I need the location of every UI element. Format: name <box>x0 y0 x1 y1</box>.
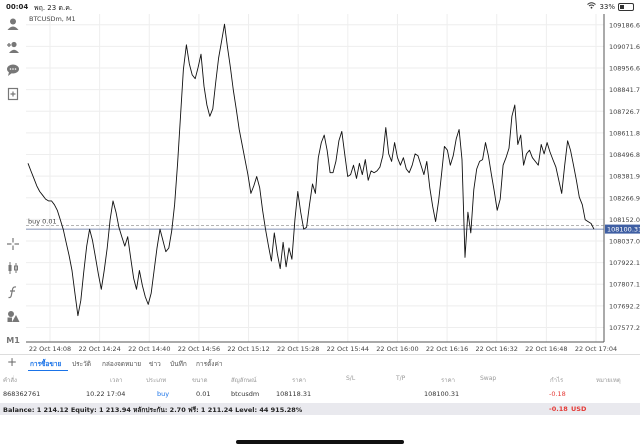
chart-toolbar: M1 <box>0 14 26 354</box>
tab-settings[interactable]: การตั้งค่า <box>196 360 223 368</box>
header-tp: T/P <box>396 375 406 382</box>
y-tick-label: 108496.85 <box>609 151 640 159</box>
function-icon[interactable] <box>5 284 21 300</box>
x-tick-label: 22 Oct 16:00 <box>376 345 418 353</box>
header-price: ราคา <box>292 377 306 384</box>
order-time: 10.22 17:04 <box>86 390 126 398</box>
timeframe-button[interactable]: M1 <box>6 335 20 345</box>
add-icon[interactable]: + <box>7 355 18 369</box>
x-tick-label: 22 Oct 14:56 <box>178 345 220 353</box>
wifi-icon <box>587 2 597 11</box>
home-indicator[interactable] <box>236 440 404 444</box>
chat-icon[interactable] <box>5 62 21 78</box>
header-sl: S/L <box>346 375 356 382</box>
status-date: พฤ. 23 ต.ค. <box>34 4 73 12</box>
x-tick-label: 22 Oct 15:12 <box>227 345 269 353</box>
header-profit: กำไร <box>550 377 564 384</box>
add-account-icon[interactable] <box>5 39 21 55</box>
y-tick-label: 108152.00 <box>609 216 640 224</box>
order-profit: -0.18 <box>549 390 566 398</box>
chart-symbol-label: BTCUSDm, M1 <box>29 15 76 23</box>
y-tick-label: 108956.65 <box>609 65 640 73</box>
objects-icon[interactable] <box>5 308 21 324</box>
x-tick-label: 22 Oct 16:48 <box>525 345 567 353</box>
person-icon[interactable] <box>5 16 21 32</box>
account-summary: Balance: 1 214.12 Equity: 1 213.94 หลักป… <box>0 403 640 415</box>
active-tab-indicator <box>28 370 68 371</box>
total-profit: -0.18 <box>549 405 568 413</box>
status-bar: 00:04 พฤ. 23 ต.ค. 33% <box>0 0 640 14</box>
y-tick-label: 107807.15 <box>609 281 640 289</box>
header-time: เวลา <box>110 377 123 384</box>
y-tick-label: 107577.25 <box>609 324 640 332</box>
order-current-price: 108100.31 <box>424 390 460 398</box>
orders-table-header: คำสั่ง เวลา ประเภท ขนาด สัญลักษณ์ ราคา S… <box>0 373 640 384</box>
y-tick-label: 107692.20 <box>609 302 640 310</box>
order-type: buy <box>157 390 170 398</box>
current-price-label: 108100.31 <box>607 226 640 234</box>
y-tick-label: 108611.80 <box>609 129 640 137</box>
x-tick-label: 22 Oct 16:32 <box>476 345 518 353</box>
header-swap: Swap <box>480 375 497 382</box>
battery-percent: 33% <box>599 2 615 11</box>
tab-journal[interactable]: บันทึก <box>170 360 187 368</box>
y-tick-label: 108841.70 <box>609 86 640 94</box>
battery-fill <box>620 4 624 9</box>
x-tick-label: 22 Oct 14:40 <box>128 345 170 353</box>
x-tick-label: 22 Oct 14:24 <box>78 345 120 353</box>
x-tick-label: 22 Oct 14:08 <box>29 345 71 353</box>
y-tick-label: 108726.75 <box>609 108 640 116</box>
order-symbol: btcusdm <box>231 390 260 398</box>
header-symbol: สัญลักษณ์ <box>231 377 257 384</box>
x-tick-label: 22 Oct 16:16 <box>426 345 468 353</box>
tab-mailbox[interactable]: กล่องจดหมาย <box>102 360 142 368</box>
header-order: คำสั่ง <box>3 377 17 384</box>
new-document-icon[interactable] <box>5 86 21 102</box>
header-type: ประเภท <box>146 377 167 384</box>
y-tick-label: 108381.90 <box>609 173 640 181</box>
x-tick-label: 22 Oct 15:44 <box>327 345 369 353</box>
tab-history[interactable]: ประวัติ <box>72 360 91 368</box>
order-open-price: 108118.31 <box>276 390 312 398</box>
order-volume: 0.01 <box>196 390 211 398</box>
y-tick-label: 108266.95 <box>609 194 640 202</box>
battery-icon <box>618 2 634 11</box>
crosshair-icon[interactable] <box>5 236 21 252</box>
tab-news[interactable]: ข่าว <box>149 360 161 368</box>
y-tick-label: 107922.10 <box>609 259 640 267</box>
y-tick-label: 109071.60 <box>609 43 640 51</box>
current-price-tag <box>605 224 640 234</box>
order-line-label: buy 0.01 <box>28 218 57 226</box>
tab-trade[interactable]: การซื้อขาย <box>30 360 62 368</box>
y-tick-label: 108037.05 <box>609 237 640 245</box>
header-comment: หมายเหตุ <box>596 377 621 384</box>
order-ticket: 868362761 <box>3 390 41 398</box>
header-current-price: ราคา <box>441 377 455 384</box>
table-row[interactable]: 868362761 10.22 17:04 buy 0.01 btcusdm 1… <box>0 388 640 401</box>
x-tick-label: 22 Oct 17:04 <box>575 345 617 353</box>
price-chart[interactable]: 109186.65 109071.60 108956.65 108841.70 1087… <box>26 14 640 354</box>
status-time: 00:04 <box>6 3 29 11</box>
chart-canvas: 109186.65 109071.60 108956.65 108841.70 1087… <box>26 14 640 353</box>
y-tick-label: 109186.65 <box>609 21 640 29</box>
profit-currency: USD <box>571 405 587 413</box>
header-volume: ขนาด <box>192 377 208 384</box>
x-tick-label: 22 Oct 15:28 <box>277 345 319 353</box>
price-line-series <box>27 23 595 317</box>
status-right: 33% <box>587 2 634 11</box>
terminal-tabs: + การซื้อขาย ประวัติ กล่องจดหมาย ข่าว บั… <box>0 354 640 371</box>
account-summary-text: Balance: 1 214.12 Equity: 1 213.94 หลักป… <box>3 406 303 414</box>
candles-icon[interactable] <box>5 260 21 276</box>
